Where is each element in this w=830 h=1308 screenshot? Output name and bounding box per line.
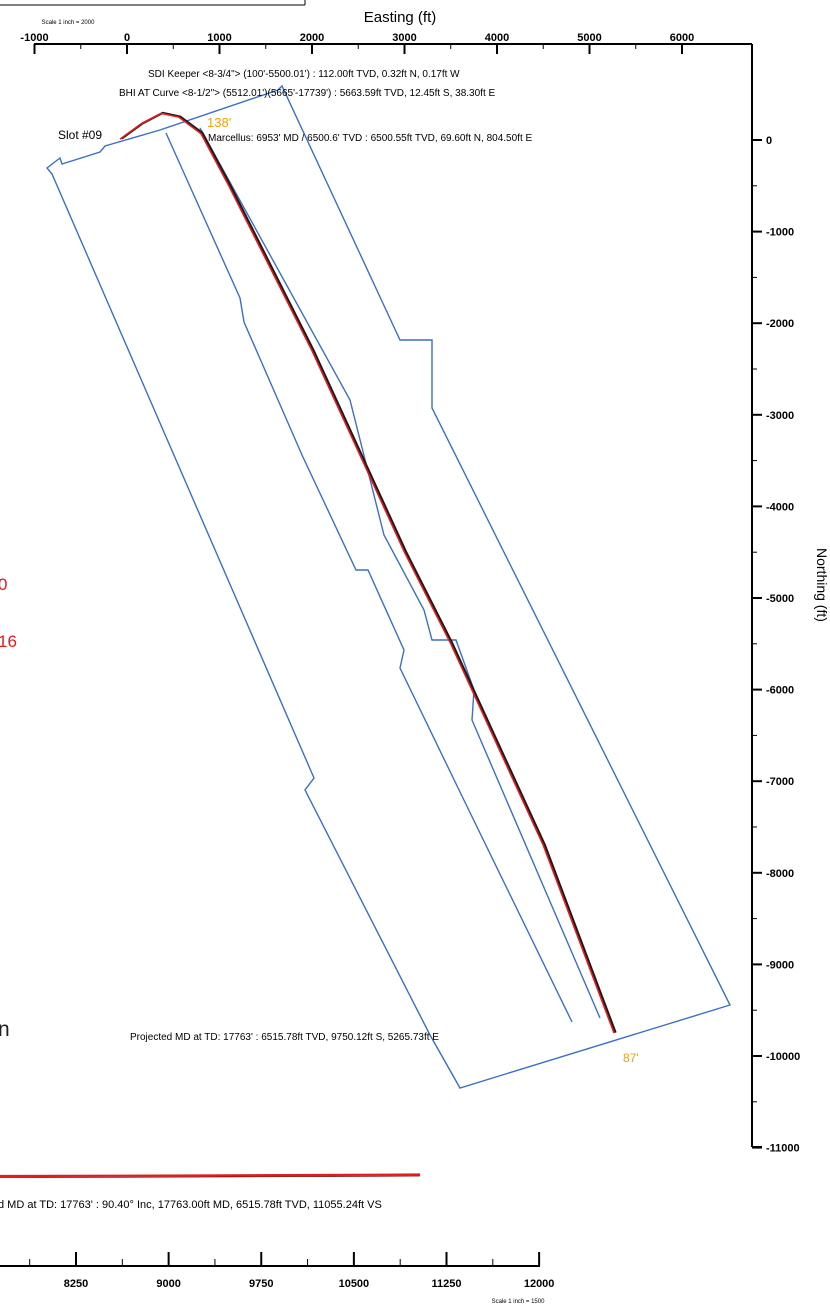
section-tick-label: 12000 — [524, 1278, 555, 1290]
x-tick-label: 0 — [124, 32, 130, 44]
y-tick-label: -8000 — [766, 868, 794, 880]
y-tick-label: -2000 — [766, 318, 794, 330]
y-tick-label: -3000 — [766, 410, 794, 422]
lease-boundary — [45, 84, 731, 1089]
section-wellpath-shadow — [0, 1175, 421, 1178]
y-tick-label: -1000 — [766, 227, 794, 239]
x-tick-label: 2000 — [300, 32, 324, 44]
y-tick-label: 0 — [766, 135, 772, 147]
y-tick-label: -7000 — [766, 776, 794, 788]
y-tick-label: -4000 — [766, 501, 794, 513]
y-axis: 0 -1000 -2000 -3000 -4000 -5000 -6000 -7000 -800… — [751, 44, 800, 1155]
left-fragment-16: 16 — [0, 632, 17, 651]
y-tick-label: -11000 — [766, 1143, 800, 1155]
section-annotation: d MD at TD: 17763' : 90.40° Inc, 17763.0… — [0, 1199, 382, 1211]
section-tick-label: 8250 — [64, 1278, 88, 1290]
y-tick-label: -5000 — [766, 593, 794, 605]
x-tick-label: 5000 — [577, 32, 601, 44]
left-fragment-0: 0 — [0, 575, 7, 594]
y-tick-label: -6000 — [766, 685, 794, 697]
y-tick-label: -9000 — [766, 959, 794, 971]
x-axis-title: Easting (ft) — [364, 9, 437, 26]
section-tick-label: 9750 — [249, 1278, 273, 1290]
left-fragment-n: n — [0, 1018, 10, 1041]
section-x-axis: 8250 9000 9750 10500 11250 12000 — [29, 1252, 555, 1290]
section-scale-label: Scale 1 inch = 1500 — [492, 1299, 546, 1305]
y-axis-title: Northing (ft) — [814, 548, 830, 622]
section-tick-label: 10500 — [339, 1278, 370, 1290]
x-axis: -1000 0 1000 2000 3000 4000 5000 6000 — [20, 32, 752, 54]
wellpath-actual-line — [119, 112, 615, 1034]
annotation-marcellus: Marcellus: 6953' MD / 6500.6' TVD : 6500… — [208, 133, 533, 144]
annotation-projected-td: Projected MD at TD: 17763' : 6515.78ft T… — [130, 1032, 439, 1043]
inner-boundary-right — [199, 127, 601, 1019]
legend-box-fragment — [0, 0, 306, 6]
setback-bottom-label: 87' — [623, 1051, 639, 1065]
annotation-bhi-curve: BHI AT Curve <8-1/2"> (5512.01')(5665'-1… — [119, 88, 496, 99]
setback-top-label: 138' — [207, 115, 231, 130]
slot-label: Slot #09 — [58, 128, 102, 142]
x-tick-label: 4000 — [485, 32, 509, 44]
x-tick-label: 3000 — [392, 32, 416, 44]
annotation-sdi-keeper: SDI Keeper <8-3/4"> (100'-5500.01') : 11… — [148, 69, 460, 80]
inner-boundary-left — [165, 132, 573, 1023]
outer-boundary-line — [45, 84, 731, 1089]
section-tick-label: 11250 — [432, 1278, 462, 1290]
section-view: d MD at TD: 17763' : 90.40° Inc, 17763.0… — [0, 1173, 555, 1305]
section-wellpath-line — [0, 1173, 421, 1178]
y-tick-label: -10000 — [766, 1051, 800, 1063]
plan-scale-label: Scale 1 inch = 2000 — [42, 20, 96, 26]
wellpath-group — [119, 111, 617, 1034]
x-tick-label: 6000 — [670, 32, 694, 44]
section-tick-label: 9000 — [156, 1278, 180, 1290]
x-tick-label: 1000 — [207, 32, 231, 44]
x-tick-label: -1000 — [20, 32, 48, 44]
